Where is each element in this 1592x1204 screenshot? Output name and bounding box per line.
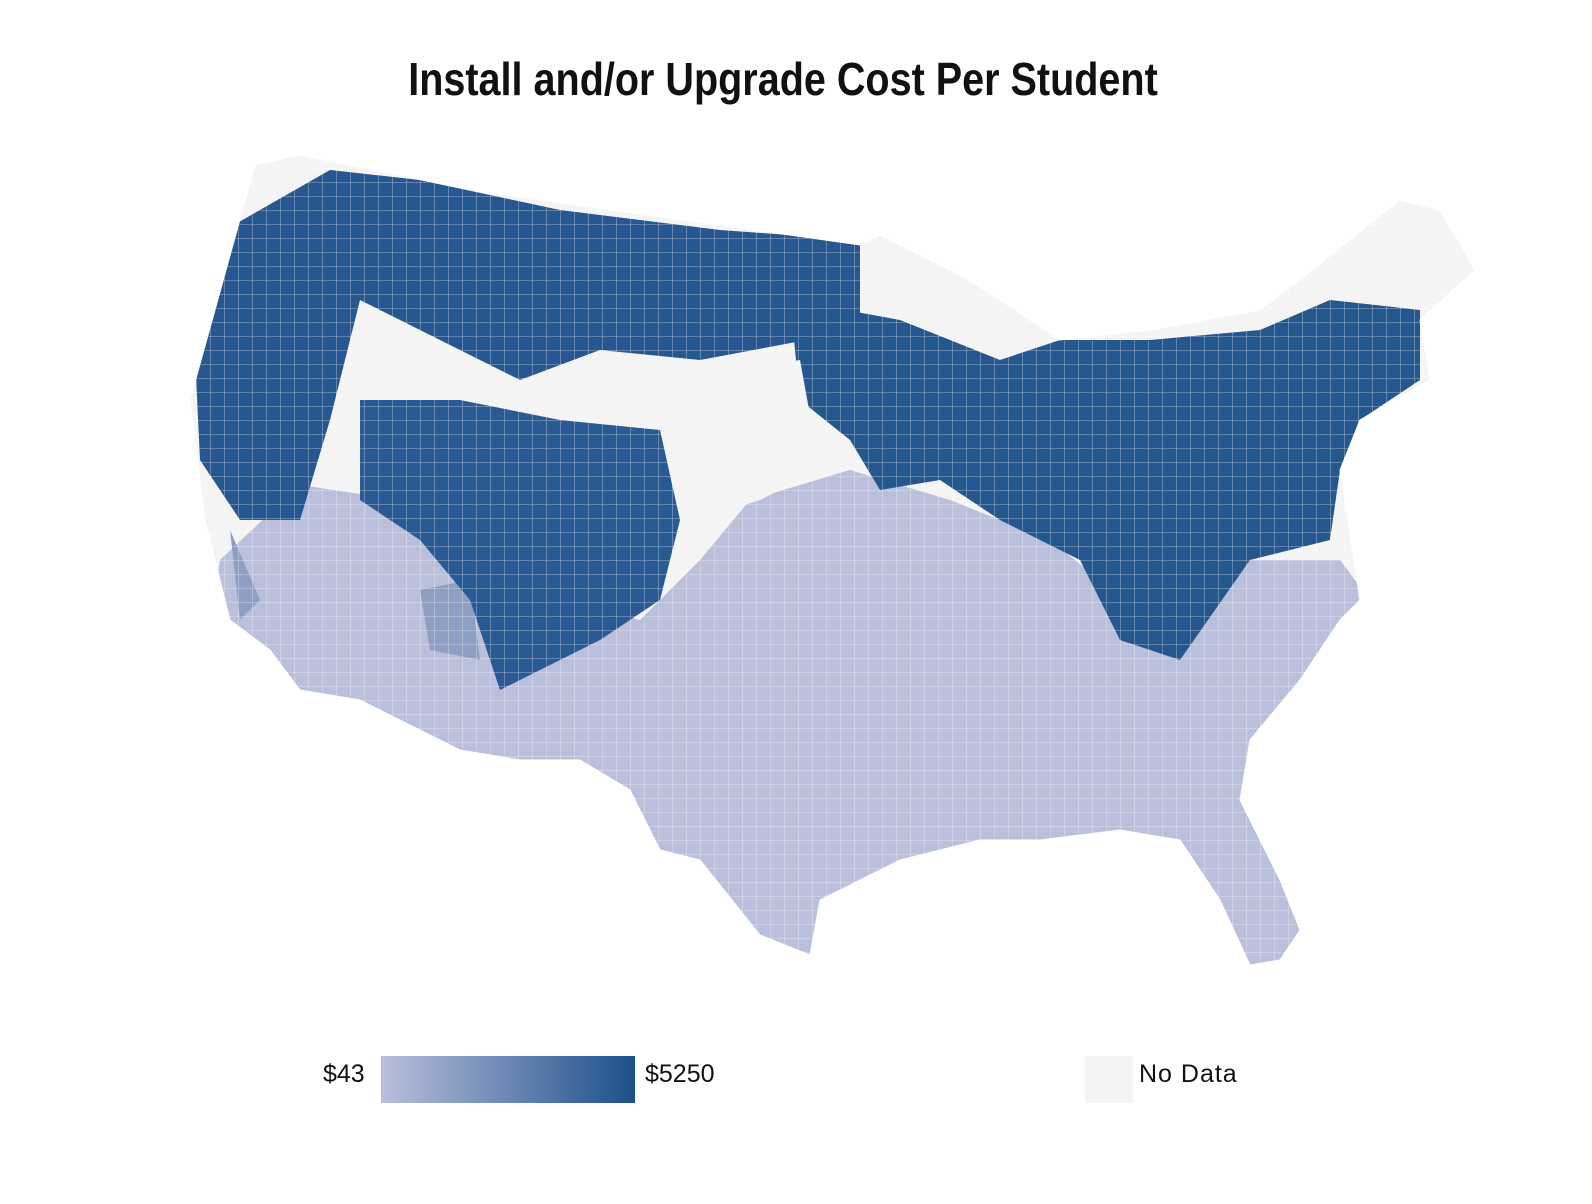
legend-max-label: $5250	[645, 1060, 715, 1088]
legend-color-scale	[381, 1056, 635, 1103]
legend-no-data-swatch	[1085, 1056, 1133, 1103]
legend-no-data-label: No Data	[1139, 1060, 1238, 1088]
legend-min-label: $43	[323, 1060, 365, 1088]
map-title: Install and/or Upgrade Cost Per Student	[408, 53, 1158, 105]
